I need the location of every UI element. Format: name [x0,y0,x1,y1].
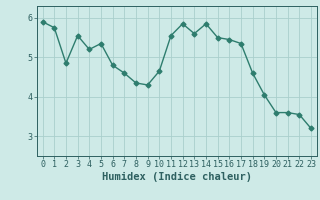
X-axis label: Humidex (Indice chaleur): Humidex (Indice chaleur) [102,172,252,182]
